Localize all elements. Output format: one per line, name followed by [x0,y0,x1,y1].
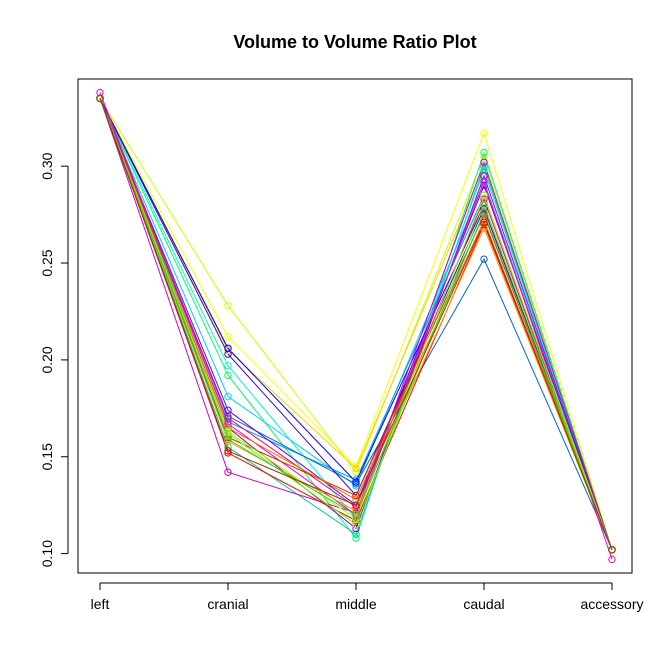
data-point [224,443,232,451]
chart-title: Volume to Volume Ratio Plot [233,32,476,52]
x-tick-label: caudal [463,596,504,612]
data-point [224,437,232,445]
data-point [480,201,488,209]
data-point [352,495,360,504]
x-tick-label: middle [335,596,376,612]
series-line [99,98,613,550]
data-point [352,515,360,523]
data-point [224,447,232,455]
series-points [96,88,616,564]
data-point [224,418,232,426]
data-point [352,507,360,515]
data-point [224,362,232,370]
data-point [352,480,360,488]
y-tick-label: 0.10 [39,540,55,567]
data-point [224,433,232,442]
data-point [224,350,232,358]
data-point [352,503,360,511]
data-point [224,424,232,432]
data-point [608,546,616,554]
data-point [352,520,360,529]
data-point [608,555,616,564]
data-point [352,509,360,517]
data-point [480,195,488,203]
data-point [224,468,232,476]
data-point [480,220,488,228]
data-point [352,511,360,519]
data-point [224,371,232,380]
data-point [352,534,360,542]
data-point [352,530,360,538]
data-point [480,216,488,225]
data-point [224,414,232,422]
data-point [224,429,232,438]
data-point [480,205,488,213]
data-point [352,516,360,525]
data-point [480,191,488,199]
data-point [480,224,488,232]
data-point [224,427,232,436]
data-point [480,166,488,174]
y-tick-label: 0.15 [39,443,55,470]
plot-frame [77,78,633,574]
data-point [352,524,360,533]
data-point [480,152,488,161]
data-point [352,468,360,476]
data-point [480,158,488,167]
y-axis: 0.10 0.15 0.20 0.25 0.30 [39,152,69,567]
data-point [224,301,232,310]
series-line [99,98,613,550]
series-line [99,98,613,550]
series-line [99,98,613,550]
data-point [224,332,232,341]
data-point [352,464,360,473]
y-tick-label: 0.25 [39,249,55,276]
data-point [352,491,360,500]
x-tick-label: accessory [580,596,643,612]
data-point [352,482,360,490]
data-point [224,449,232,457]
x-tick-label: cranial [207,596,248,612]
data-point [96,88,104,97]
data-point [352,462,360,471]
data-point [480,210,488,219]
data-point [352,478,360,486]
data-point [224,420,232,428]
series-lines [99,92,613,560]
data-point [96,94,104,103]
data-point [480,172,488,180]
data-point [480,148,488,157]
x-axis: left cranial middle caudal accessory [91,582,644,612]
data-point [480,181,488,190]
series-line [99,98,613,550]
data-point [224,346,232,354]
data-point [224,435,232,444]
series-line [99,98,613,550]
data-point [480,208,488,217]
data-point [480,162,488,170]
y-tick-label: 0.30 [39,152,55,179]
data-point [480,177,488,186]
x-tick-label: left [91,596,110,612]
data-point [480,129,488,137]
series-line [99,98,613,550]
data-point [480,218,488,227]
series-line [99,98,613,550]
series-line [99,98,613,550]
data-point [352,476,360,484]
data-point [480,255,488,263]
data-point [224,344,232,352]
y-tick-label: 0.20 [39,346,55,373]
data-point [352,501,360,509]
data-point [224,406,232,414]
data-point [224,412,232,420]
series-line [99,98,613,550]
data-point [224,393,232,401]
